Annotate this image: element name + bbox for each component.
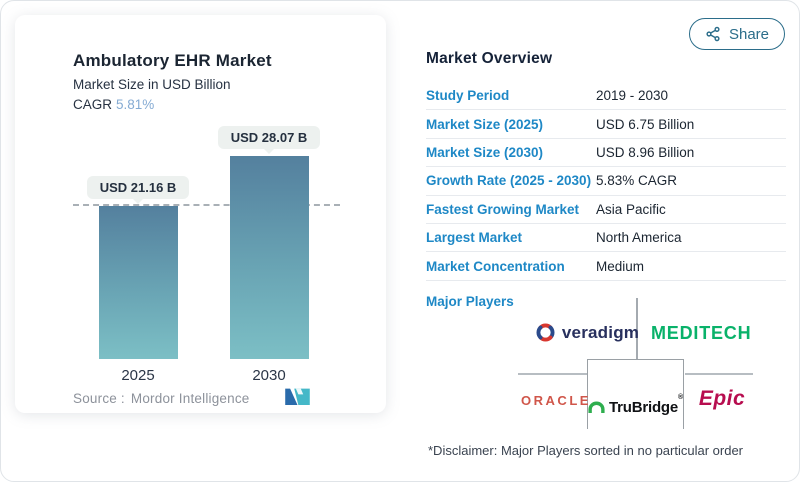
row-label: Market Size (2025) <box>426 116 544 132</box>
row-label: Fastest Growing Market <box>426 201 580 217</box>
registered-mark: ® <box>678 394 684 401</box>
table-row: Market Size (2030) USD 8.96 Billion <box>426 139 786 168</box>
veradigm-knot-icon <box>536 323 555 342</box>
connector-line-left <box>518 373 587 375</box>
trubridge-box: TruBridge® <box>587 359 684 429</box>
table-row: Fastest Growing Market Asia Pacific <box>426 196 786 224</box>
row-value: North America <box>596 230 682 246</box>
table-row: Market Concentration Medium <box>426 252 786 281</box>
row-label: Market Concentration <box>426 258 565 274</box>
veradigm-logo-text: veradigm <box>561 322 640 342</box>
x-axis-label-2030: 2030 <box>252 367 286 384</box>
disclaimer-text: *Disclaimer: Major Players sorted in no … <box>428 443 744 458</box>
bar-2025 <box>98 206 178 359</box>
chart-cagr: CAGR 5.81% <box>73 97 154 112</box>
cagr-value: 5.81% <box>116 97 155 112</box>
table-row: Largest Market North America <box>426 224 786 253</box>
bar-value-label-2025: USD 21.16 B <box>86 176 190 199</box>
source-attribution: Source : Mordor Intelligence <box>73 391 250 406</box>
overview-table: Study Period 2019 - 2030 Market Size (20… <box>426 82 786 281</box>
major-players-label: Major Players <box>426 294 514 309</box>
overview-heading: Market Overview <box>426 50 553 67</box>
share-icon <box>706 26 720 42</box>
table-row: Market Size (2025) USD 6.75 Billion <box>426 110 786 139</box>
table-row: Growth Rate (2025 - 2030) 5.83% CAGR <box>426 167 786 196</box>
row-label: Study Period <box>426 88 510 104</box>
bar-2030 <box>229 156 309 359</box>
row-label: Largest Market <box>426 230 523 246</box>
row-value: USD 8.96 Billion <box>596 144 695 160</box>
connector-line-right <box>685 373 753 375</box>
trubridge-logo: TruBridge® <box>588 394 684 416</box>
row-label: Market Size (2030) <box>426 144 544 160</box>
trubridge-logo-text: TruBridge® <box>609 394 684 416</box>
row-label: Growth Rate (2025 - 2030) <box>426 173 592 189</box>
share-button[interactable]: Share <box>688 18 785 50</box>
chart-subtitle: Market Size in USD Billion <box>73 77 231 92</box>
meditech-logo: MEDITECH <box>651 323 752 343</box>
epic-logo: Epic <box>698 387 746 410</box>
market-chart-card: Ambulatory EHR Market Market Size in USD… <box>15 15 386 413</box>
row-value: 5.83% CAGR <box>596 173 678 189</box>
row-value: Asia Pacific <box>596 201 666 217</box>
trubridge-bridge-icon <box>588 401 605 414</box>
bar-group-2025: USD 21.16 B <box>77 176 199 359</box>
bar-group-2030: USD 28.07 B <box>208 126 330 359</box>
source-value: Mordor Intelligence <box>130 391 250 406</box>
x-axis-label-2025: 2025 <box>121 367 155 384</box>
veradigm-logo: veradigm <box>528 319 646 346</box>
row-value: 2019 - 2030 <box>596 88 669 104</box>
row-value: Medium <box>596 258 645 274</box>
oracle-logo: ORACLE <box>521 393 591 408</box>
share-button-label: Share <box>728 25 769 43</box>
connector-line-vertical <box>636 298 638 359</box>
table-row: Study Period 2019 - 2030 <box>426 82 786 111</box>
chart-title: Ambulatory EHR Market <box>73 51 272 70</box>
mordor-intelligence-logo-icon <box>285 388 310 405</box>
cagr-label: CAGR <box>73 97 113 112</box>
bar-value-label-2030: USD 28.07 B <box>217 126 321 149</box>
row-value: USD 6.75 Billion <box>596 116 695 132</box>
reference-line <box>73 204 340 206</box>
source-label: Source : <box>73 391 125 406</box>
